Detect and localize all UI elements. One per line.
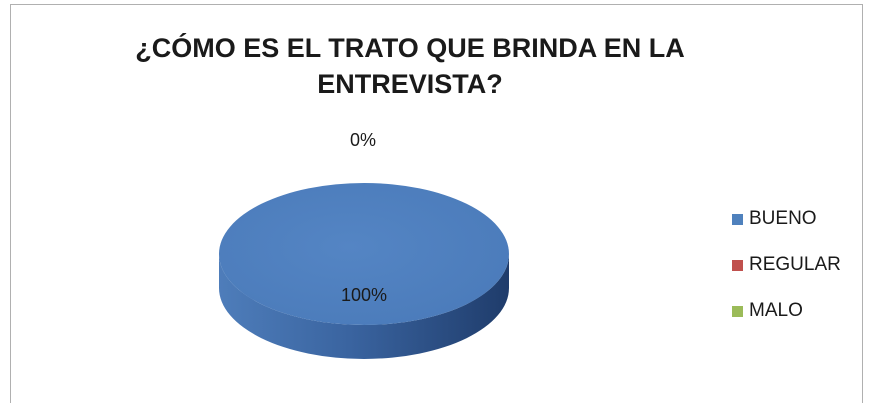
legend-swatch-regular	[732, 259, 743, 271]
legend-label-regular: REGULAR	[749, 254, 841, 275]
chart-border-left	[10, 4, 11, 403]
legend-item-bueno: BUENO	[732, 196, 867, 242]
pie-slices	[219, 183, 509, 359]
legend-item-malo: MALO	[732, 288, 867, 334]
legend-label-malo: MALO	[749, 300, 803, 321]
pie-slice-bueno-side	[219, 254, 509, 359]
pie-data-labels: 100% 0%	[341, 130, 387, 305]
legend-swatch-malo	[732, 305, 743, 317]
chart-border-right	[862, 4, 863, 403]
legend: BUENO REGULAR MALO	[732, 196, 867, 334]
legend-swatch-bueno	[732, 213, 743, 225]
chart-border-top	[10, 4, 863, 5]
legend-label-bueno: BUENO	[749, 208, 817, 229]
chart-title: ¿CÓMO ES EL TRATO QUE BRINDA EN LA ENTRE…	[135, 33, 685, 99]
data-label-regular: 0%	[350, 130, 376, 150]
legend-item-regular: REGULAR	[732, 242, 867, 288]
pie-slice-bueno	[219, 183, 509, 325]
data-label-bueno: 100%	[341, 285, 387, 305]
